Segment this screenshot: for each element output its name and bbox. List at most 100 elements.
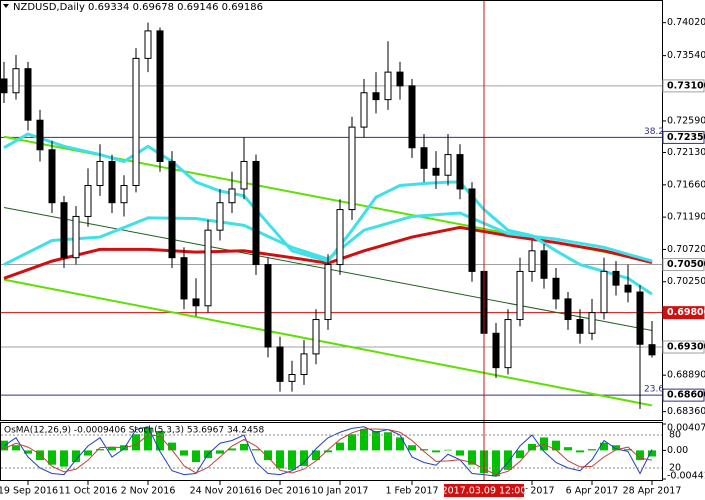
osma-bar bbox=[336, 442, 344, 451]
candle-body bbox=[192, 298, 200, 307]
osma-bar bbox=[240, 443, 248, 451]
candle-body bbox=[288, 374, 296, 382]
candle-body bbox=[552, 277, 560, 300]
osma-bar bbox=[60, 450, 68, 467]
candle-body bbox=[408, 85, 416, 149]
osma-bar bbox=[216, 450, 224, 454]
candle-body bbox=[528, 250, 536, 272]
candle-body bbox=[420, 147, 428, 169]
x-tick-label: 11 Oct 2016 bbox=[59, 486, 118, 497]
osma-bar bbox=[648, 450, 656, 457]
fib-label: 38.2 bbox=[644, 127, 664, 137]
osma-bar bbox=[612, 445, 620, 451]
osma-bar bbox=[192, 450, 200, 463]
osma-bar bbox=[264, 450, 272, 461]
stoch-tick-label: 80 bbox=[669, 430, 681, 441]
indicator-title: OsMA(12,26,9) -0.0009406 Stoch(5,3,3) 53… bbox=[4, 426, 264, 436]
osma-bar bbox=[432, 450, 440, 453]
osma-bar bbox=[96, 449, 104, 451]
candle-body bbox=[636, 291, 644, 345]
level-box bbox=[662, 306, 705, 320]
osma-bar bbox=[360, 429, 368, 451]
osma-bar bbox=[324, 450, 332, 453]
ema-fast bbox=[3, 132, 653, 296]
osma-bar bbox=[288, 450, 296, 470]
candle-body bbox=[12, 68, 20, 94]
candle-body bbox=[564, 298, 572, 321]
candle-body bbox=[204, 229, 212, 307]
osma-bar bbox=[420, 449, 428, 451]
osma-bar bbox=[636, 450, 644, 461]
channel-lower bbox=[3, 278, 653, 407]
osma-bar bbox=[516, 450, 524, 459]
candle-body bbox=[336, 209, 344, 266]
osma-bar bbox=[168, 442, 176, 451]
candle-body bbox=[360, 92, 368, 128]
x-tick-label: Mar 2017 bbox=[509, 486, 554, 497]
y-tick-label: 0.68890 bbox=[667, 370, 705, 381]
candle-body bbox=[384, 71, 392, 101]
candle-body bbox=[444, 154, 452, 176]
x-tick-label: 16 Dec 2016 bbox=[250, 486, 311, 497]
candle-body bbox=[300, 353, 308, 376]
osma-bar bbox=[276, 450, 284, 469]
candle-body bbox=[24, 68, 32, 121]
osma-bar bbox=[84, 450, 92, 456]
level-box bbox=[662, 130, 705, 144]
stoch-signal bbox=[3, 428, 653, 476]
candle-body bbox=[468, 188, 476, 272]
osma-bar bbox=[132, 434, 140, 451]
osma-bar bbox=[180, 450, 188, 456]
osma-bar bbox=[468, 450, 476, 465]
candle-body bbox=[516, 270, 524, 321]
y-tick-label: 0.70720 bbox=[667, 244, 705, 255]
candle-body bbox=[588, 312, 596, 334]
candle-body bbox=[180, 257, 188, 300]
osma-tick-label: 0.00 bbox=[667, 445, 688, 456]
candle-body bbox=[156, 30, 164, 162]
x-tick-label: 10 Jan 2017 bbox=[312, 486, 369, 497]
candle-body bbox=[540, 250, 548, 279]
osma-bar bbox=[48, 450, 56, 465]
x-tick-label: 28 Apr 2017 bbox=[623, 486, 682, 497]
osma-bar bbox=[312, 450, 320, 461]
osma-bar bbox=[588, 449, 596, 451]
candle-body bbox=[276, 346, 284, 382]
level-box bbox=[662, 258, 705, 272]
y-tick-label: 0.72590 bbox=[667, 115, 705, 126]
candle-body bbox=[60, 202, 68, 259]
osma-bar bbox=[300, 450, 308, 466]
candle-body bbox=[648, 344, 656, 356]
osma-bar bbox=[384, 432, 392, 451]
candle-body bbox=[132, 57, 140, 187]
candle-body bbox=[84, 185, 92, 217]
candle-body bbox=[372, 92, 380, 101]
candle-body bbox=[96, 160, 104, 187]
osma-tick-label: 0.004071 bbox=[667, 423, 705, 434]
osma-bar bbox=[576, 450, 584, 453]
candle-body bbox=[612, 270, 620, 286]
candle-body bbox=[396, 71, 404, 87]
osma-bar bbox=[504, 450, 512, 470]
osma-bar bbox=[36, 450, 44, 461]
menu-icon[interactable] bbox=[3, 4, 9, 8]
y-tick-label: 0.74020 bbox=[667, 17, 705, 28]
osma-bar bbox=[492, 450, 500, 477]
candle-body bbox=[168, 160, 176, 259]
osma-bar bbox=[372, 430, 380, 451]
osma-bar bbox=[456, 450, 464, 456]
candle-body bbox=[228, 188, 236, 204]
osma-bar bbox=[12, 445, 20, 451]
osma-bar bbox=[624, 449, 632, 451]
level-label: 0.68600 bbox=[667, 390, 705, 401]
candle-body bbox=[144, 30, 152, 59]
osma-bar bbox=[348, 434, 356, 451]
y-tick-label: 0.73540 bbox=[667, 50, 705, 61]
candle-body bbox=[252, 160, 260, 266]
indicator-frame bbox=[0, 422, 663, 481]
